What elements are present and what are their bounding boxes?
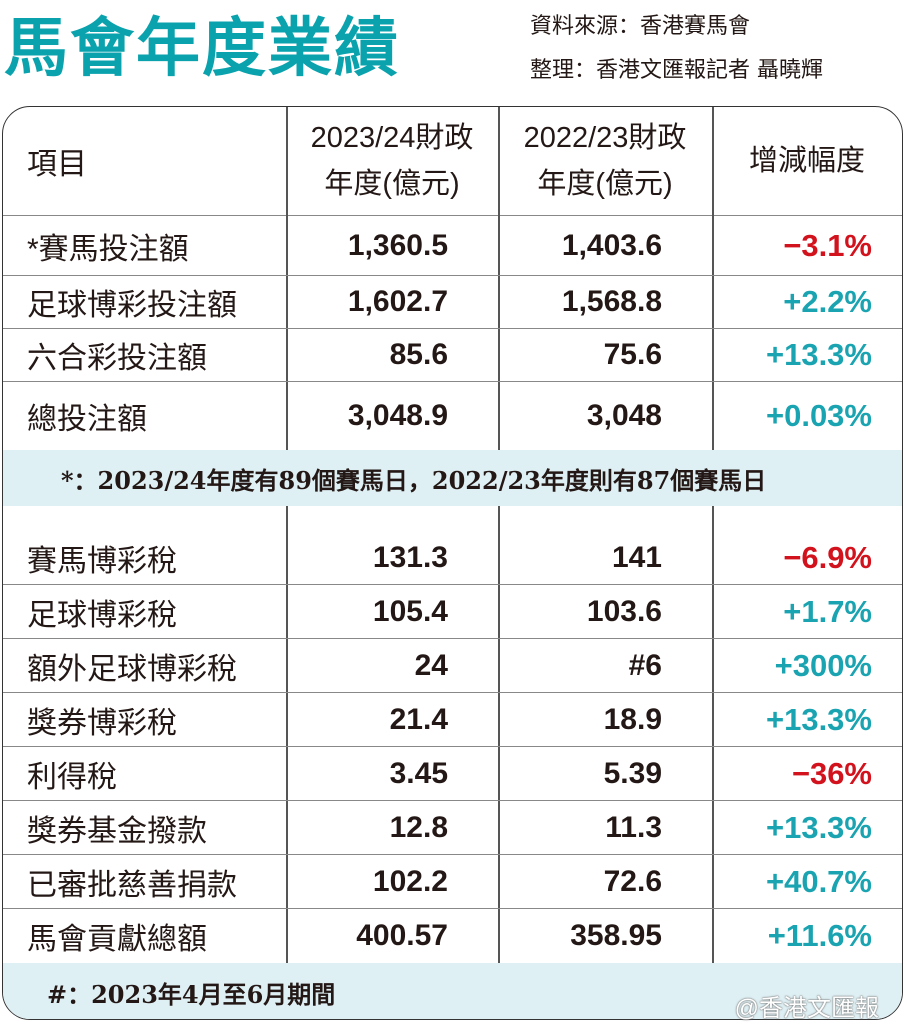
table-row: 獎券博彩稅 21.4 18.9 +13.3% <box>3 693 902 747</box>
value-2023-24: 3.45 <box>389 756 448 790</box>
column-divider <box>498 107 500 450</box>
value-2022-23: 11.3 <box>605 810 662 844</box>
value-2023-24: 12.8 <box>389 810 448 844</box>
change-percent: +13.3% <box>765 337 872 372</box>
page-title: 馬會年度業績 <box>4 12 400 84</box>
row-item: 六合彩投注額 <box>27 342 207 375</box>
value-2022-23: 1,568.8 <box>561 285 662 318</box>
change-percent: +1.7% <box>783 593 872 629</box>
change-percent: +300% <box>774 647 872 683</box>
value-2022-23: 75.6 <box>603 338 662 371</box>
table-row: 馬會貢獻總額 400.57 358.95 +11.6% <box>3 909 902 963</box>
table-header: 項目 2023/24財政 年度(億元) 2022/23財政 年度(億元) 增減幅度 <box>3 107 902 216</box>
note-race-days: *：2023/24年度有89個賽馬日，2022/23年度則有87個賽馬日 <box>3 450 902 506</box>
change-percent: +11.6% <box>767 918 872 953</box>
value-2023-24: 3,048.9 <box>347 399 448 432</box>
value-2022-23: 141 <box>611 540 662 574</box>
header-item: 項目 <box>27 148 87 181</box>
table-row: *賽馬投注額 1,360.5 1,403.6 −3.1% <box>3 216 902 276</box>
value-2023-24: 1,602.7 <box>347 285 448 318</box>
row-item: 賽馬博彩稅 <box>27 544 177 578</box>
source-credit: 資料來源：香港賽馬會 <box>530 14 751 39</box>
header-2324: 2023/24財政 年度(億元) <box>310 122 474 200</box>
value-2023-24: 400.57 <box>356 919 448 952</box>
change-percent: +40.7% <box>765 863 872 899</box>
note-period: #：2023年4月至6月期間 <box>3 963 902 1019</box>
row-item: 馬會貢獻總額 <box>27 923 207 956</box>
header-change: 增減幅度 <box>748 145 865 177</box>
row-item: 足球博彩稅 <box>27 598 177 632</box>
change-percent: −6.9% <box>783 539 872 575</box>
header-2223: 2022/23財政 年度(億元) <box>523 122 687 200</box>
table-row: 總投注額 3,048.9 3,048 +0.03% <box>3 382 902 450</box>
row-item: 利得稅 <box>27 760 117 794</box>
change-percent: +13.3% <box>765 701 872 737</box>
row-item: 足球博彩投注額 <box>27 289 237 322</box>
data-table: 項目 2023/24財政 年度(億元) 2022/23財政 年度(億元) 增減幅度 … <box>2 106 903 1020</box>
value-2022-23: 5.39 <box>603 756 662 790</box>
table-row: 足球博彩稅 105.4 103.6 +1.7% <box>3 585 902 639</box>
table-row: 足球博彩投注額 1,602.7 1,568.8 +2.2% <box>3 276 902 329</box>
value-2022-23: #6 <box>628 648 662 682</box>
row-item: 獎券基金撥款 <box>27 814 207 848</box>
value-2023-24: 1,360.5 <box>347 228 448 262</box>
table-row: 已審批慈善捐款 102.2 72.6 +40.7% <box>3 855 902 909</box>
table-row: 六合彩投注額 85.6 75.6 +13.3% <box>3 329 902 382</box>
value-2022-23: 18.9 <box>603 702 662 736</box>
value-2023-24: 131.3 <box>372 540 448 574</box>
row-item: 獎券博彩稅 <box>27 706 177 740</box>
value-2023-24: 105.4 <box>372 594 448 628</box>
table-row: 賽馬博彩稅 131.3 141 −6.9% <box>3 531 902 585</box>
column-divider <box>712 506 714 963</box>
value-2022-23: 1,403.6 <box>561 228 662 262</box>
change-percent: −36% <box>791 755 872 791</box>
row-item: 已審批慈善捐款 <box>27 868 237 902</box>
table-row: 利得稅 3.45 5.39 −36% <box>3 747 902 801</box>
column-divider <box>286 107 288 450</box>
change-percent: −3.1% <box>783 227 872 263</box>
change-percent: +2.2% <box>783 284 872 319</box>
value-2022-23: 3,048 <box>586 399 662 432</box>
value-2022-23: 103.6 <box>586 594 662 628</box>
row-item: 總投注額 <box>27 403 147 436</box>
change-percent: +13.3% <box>765 809 872 845</box>
row-item: 額外足球博彩稅 <box>27 652 237 686</box>
compiler-credit: 整理：香港文匯報記者 聶曉輝 <box>530 58 823 83</box>
value-2023-24: 21.4 <box>389 702 448 736</box>
column-divider <box>286 506 288 963</box>
value-2023-24: 102.2 <box>372 864 448 898</box>
value-2022-23: 358.95 <box>570 919 662 952</box>
value-2023-24: 24 <box>414 648 448 682</box>
value-2023-24: 85.6 <box>389 338 448 371</box>
column-divider <box>498 506 500 963</box>
value-2022-23: 72.6 <box>603 864 662 898</box>
watermark: @香港文匯報 <box>734 995 879 1022</box>
table-row: 獎券基金撥款 12.8 11.3 +13.3% <box>3 801 902 855</box>
table-row: 額外足球博彩稅 24 #6 +300% <box>3 639 902 693</box>
change-percent: +0.03% <box>765 398 872 433</box>
column-divider <box>712 107 714 450</box>
row-item: *賽馬投注額 <box>27 232 189 266</box>
